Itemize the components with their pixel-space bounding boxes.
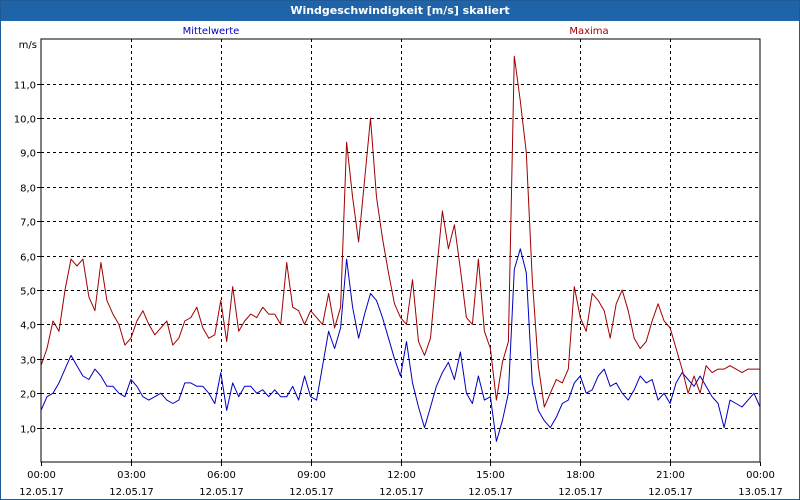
window-title: Windgeschwindigkeit [m/s] skaliert <box>1 1 799 21</box>
x-tick-date-label: 12.05.17 <box>109 487 154 498</box>
x-tick-date-label: 12.05.17 <box>19 487 64 498</box>
legend-mittelwerte: Mittelwerte <box>183 26 240 37</box>
x-tick-time-label: 18:00 <box>566 470 595 481</box>
series-line-maxima <box>40 55 760 408</box>
x-tick-date-label: 13.05.17 <box>738 487 783 498</box>
x-tick-date-label: 12.05.17 <box>289 487 334 498</box>
x-tick-time-label: 00:00 <box>27 470 56 481</box>
y-tick-label: 2,0 <box>20 390 36 401</box>
y-tick-label: 11,0 <box>14 81 36 92</box>
y-tick-label: 9,0 <box>20 149 36 160</box>
x-tick-time-label: 21:00 <box>656 470 685 481</box>
x-tick-time-label: 03:00 <box>117 470 146 481</box>
x-tick-date-label: 12.05.17 <box>558 487 603 498</box>
y-tick-label: 8,0 <box>20 184 36 195</box>
x-tick-time-label: 15:00 <box>476 470 505 481</box>
x-tick-time-label: 12:00 <box>387 470 416 481</box>
plot-frame <box>40 38 761 463</box>
x-tick-date-label: 12.05.17 <box>648 487 693 498</box>
x-tick-date-label: 12.05.17 <box>379 487 424 498</box>
x-tick-date-label: 12.05.17 <box>199 487 244 498</box>
x-tick-date-label: 12.05.17 <box>468 487 513 498</box>
x-tick-time-label: 06:00 <box>207 470 236 481</box>
x-tick-time-label: 09:00 <box>297 470 326 481</box>
wind-speed-chart: 1,0 2,0 3,0 4,0 5,0 6,0 7,0 8,0 9,0 10,0 11,0 m/s 00… <box>14 26 783 498</box>
y-tick-label: 4,0 <box>20 321 36 332</box>
y-tick-label: 6,0 <box>20 253 36 264</box>
y-tick-label: 1,0 <box>20 425 36 436</box>
y-tick-label: 5,0 <box>20 287 36 298</box>
y-tick-label: 10,0 <box>14 115 36 126</box>
y-axis-label: m/s <box>19 40 37 51</box>
x-tick-time-label: 00:00 <box>746 470 775 481</box>
series-line-mittelwerte <box>40 248 761 442</box>
y-tick-label: 7,0 <box>20 218 36 229</box>
y-tick-label: 3,0 <box>20 356 36 367</box>
legend-maxima: Maxima <box>569 26 608 37</box>
